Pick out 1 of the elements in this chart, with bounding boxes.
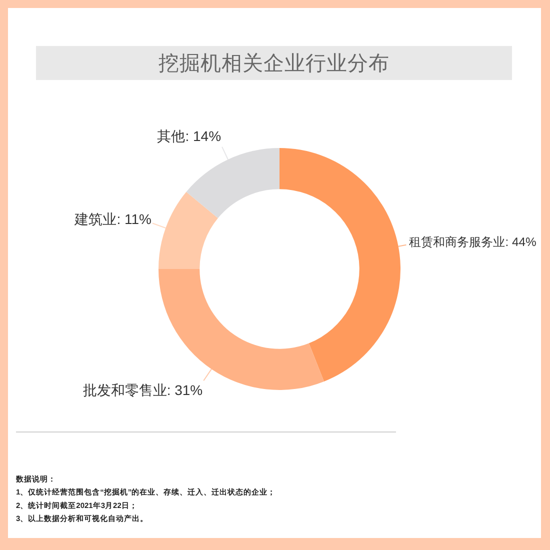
title: 挖掘机相关企业行业分布 xyxy=(158,52,390,75)
